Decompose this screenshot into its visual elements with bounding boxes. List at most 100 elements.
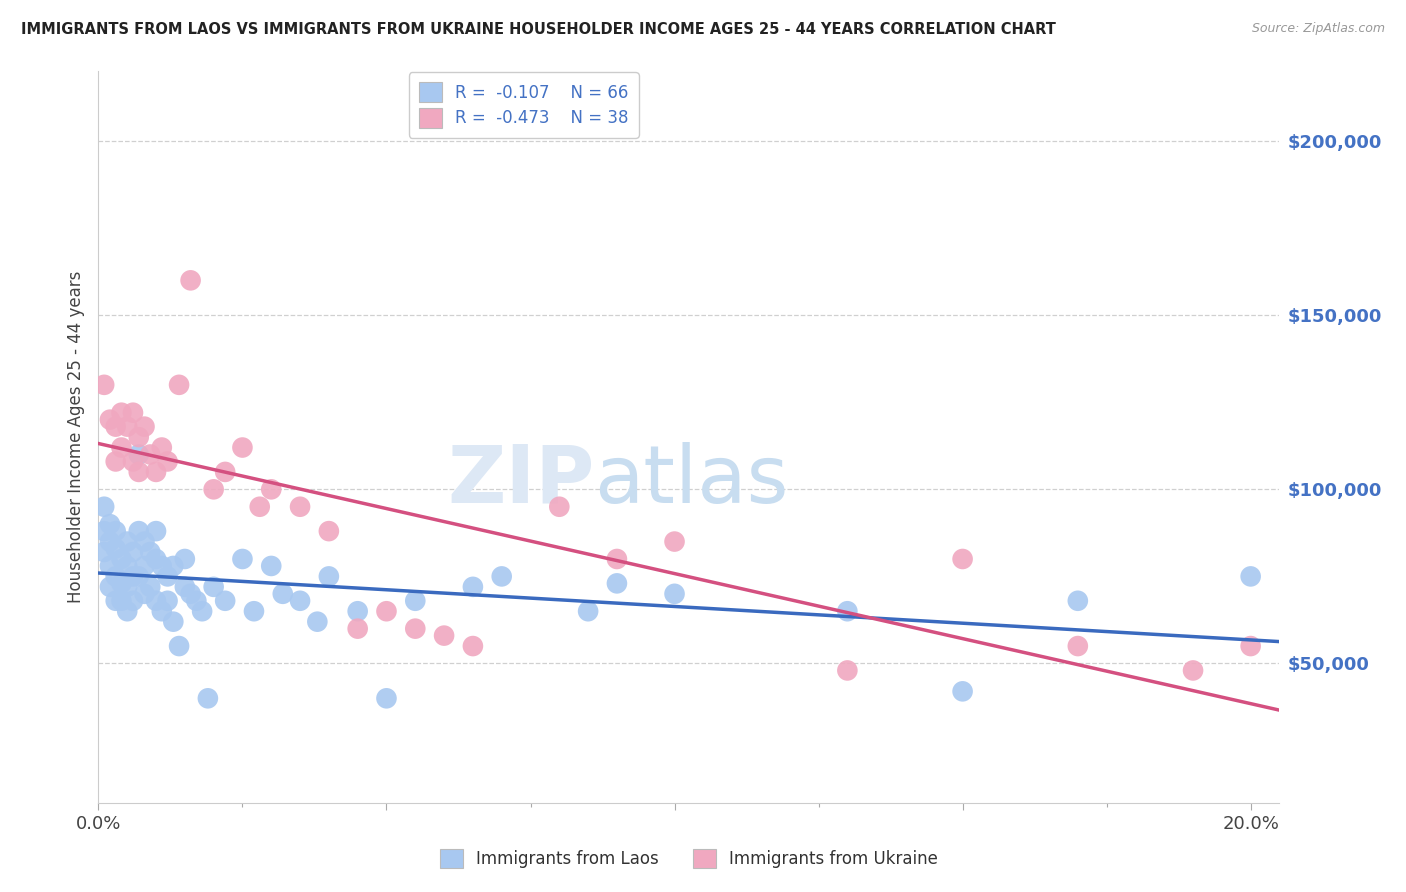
Point	[145, 524, 167, 538]
Point	[145, 465, 167, 479]
Point	[110, 441, 132, 455]
Point	[150, 604, 173, 618]
Point	[104, 419, 127, 434]
Point	[128, 524, 150, 538]
Point	[115, 580, 138, 594]
Point	[98, 517, 121, 532]
Point	[404, 594, 426, 608]
Point	[93, 545, 115, 559]
Point	[128, 465, 150, 479]
Point	[231, 552, 253, 566]
Point	[134, 558, 156, 573]
Point	[104, 524, 127, 538]
Point	[1182, 664, 1205, 678]
Point	[952, 684, 974, 698]
Point	[139, 448, 162, 462]
Point	[1067, 594, 1090, 608]
Point	[606, 552, 628, 566]
Point	[260, 558, 283, 573]
Point	[318, 524, 340, 538]
Point	[180, 587, 202, 601]
Point	[346, 604, 368, 618]
Point	[173, 580, 195, 594]
Point	[110, 406, 132, 420]
Point	[134, 587, 156, 601]
Point	[98, 580, 121, 594]
Point	[433, 629, 456, 643]
Point	[404, 622, 426, 636]
Point	[134, 419, 156, 434]
Legend: Immigrants from Laos, Immigrants from Ukraine: Immigrants from Laos, Immigrants from Uk…	[433, 842, 945, 875]
Point	[115, 419, 138, 434]
Point	[156, 594, 179, 608]
Point	[139, 580, 162, 594]
Point	[180, 273, 202, 287]
Point	[837, 664, 859, 678]
Point	[1240, 639, 1263, 653]
Point	[202, 580, 225, 594]
Point	[346, 622, 368, 636]
Point	[576, 604, 599, 618]
Point	[145, 552, 167, 566]
Point	[115, 604, 138, 618]
Point	[150, 558, 173, 573]
Point	[104, 594, 127, 608]
Point	[122, 406, 145, 420]
Point	[375, 691, 398, 706]
Point	[128, 448, 150, 462]
Point	[104, 454, 127, 468]
Point	[134, 534, 156, 549]
Point	[461, 580, 484, 594]
Point	[461, 639, 484, 653]
Point	[139, 545, 162, 559]
Point	[243, 604, 266, 618]
Point	[548, 500, 571, 514]
Point	[98, 534, 121, 549]
Point	[122, 594, 145, 608]
Point	[110, 576, 132, 591]
Point	[93, 377, 115, 392]
Point	[156, 454, 179, 468]
Point	[93, 524, 115, 538]
Point	[1240, 569, 1263, 583]
Point	[110, 552, 132, 566]
Point	[952, 552, 974, 566]
Point	[837, 604, 859, 618]
Point	[93, 500, 115, 514]
Point	[491, 569, 513, 583]
Point	[150, 441, 173, 455]
Point	[110, 594, 132, 608]
Text: atlas: atlas	[595, 442, 789, 520]
Point	[1067, 639, 1090, 653]
Point	[104, 541, 127, 556]
Text: ZIP: ZIP	[447, 442, 595, 520]
Text: IMMIGRANTS FROM LAOS VS IMMIGRANTS FROM UKRAINE HOUSEHOLDER INCOME AGES 25 - 44 : IMMIGRANTS FROM LAOS VS IMMIGRANTS FROM …	[21, 22, 1056, 37]
Point	[104, 569, 127, 583]
Point	[231, 441, 253, 455]
Point	[214, 594, 236, 608]
Point	[167, 377, 190, 392]
Point	[98, 558, 121, 573]
Point	[122, 569, 145, 583]
Point	[318, 569, 340, 583]
Point	[167, 639, 190, 653]
Point	[197, 691, 219, 706]
Point	[162, 558, 184, 573]
Point	[115, 534, 138, 549]
Point	[307, 615, 329, 629]
Point	[98, 412, 121, 426]
Point	[202, 483, 225, 497]
Y-axis label: Householder Income Ages 25 - 44 years: Householder Income Ages 25 - 44 years	[66, 271, 84, 603]
Point	[128, 430, 150, 444]
Point	[122, 454, 145, 468]
Point	[260, 483, 283, 497]
Point	[162, 615, 184, 629]
Point	[115, 558, 138, 573]
Point	[122, 545, 145, 559]
Point	[271, 587, 294, 601]
Point	[288, 500, 311, 514]
Point	[606, 576, 628, 591]
Point	[375, 604, 398, 618]
Point	[664, 534, 686, 549]
Point	[191, 604, 214, 618]
